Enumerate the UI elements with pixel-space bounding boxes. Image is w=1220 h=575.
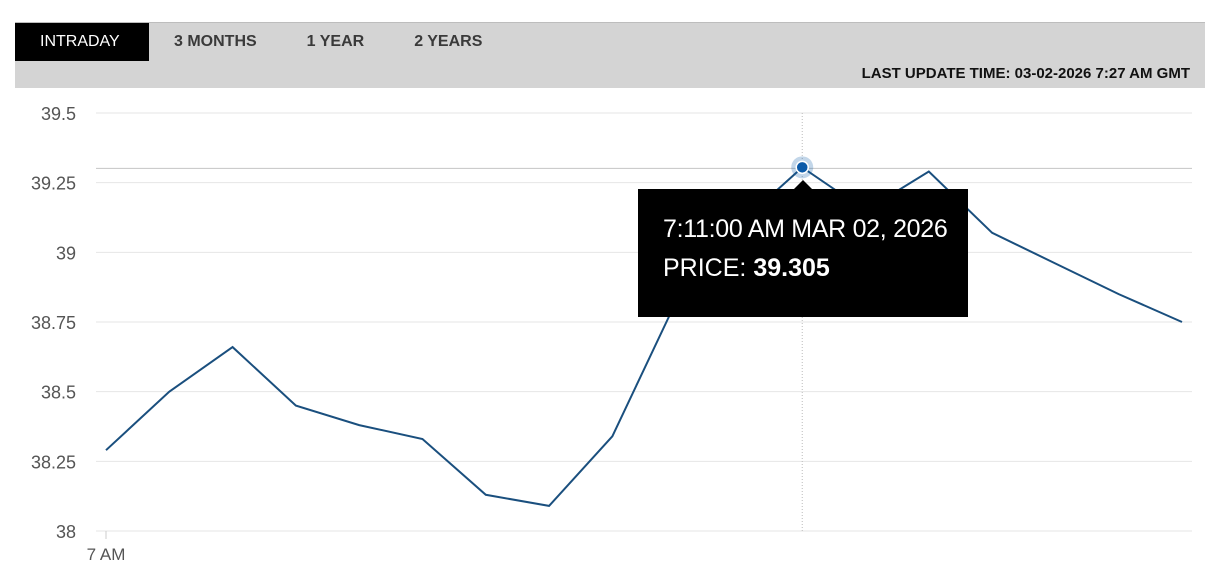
y-tick-label: 39.5 <box>41 104 76 124</box>
y-tick-label: 38 <box>56 522 76 542</box>
chart-tooltip: 7:11:00 AM MAR 02, 2026 PRICE: 39.305 <box>638 180 968 317</box>
last-update-time: LAST UPDATE TIME: 03-02-2026 7:27 AM GMT <box>861 65 1190 82</box>
x-tick-label: 7 AM <box>87 545 126 564</box>
tooltip-time: 7:11:00 AM MAR 02, 2026 <box>663 215 948 243</box>
tooltip-price: PRICE: 39.305 <box>663 254 968 283</box>
y-tick-label: 39 <box>56 243 76 263</box>
range-tabs: INTRADAY 3 MONTHS 1 YEAR 2 YEARS <box>15 23 507 61</box>
y-tick-label: 38.5 <box>41 383 76 403</box>
y-tick-label: 39.25 <box>31 174 76 194</box>
tooltip-price-value: 39.305 <box>753 254 830 282</box>
highlight-marker <box>795 160 809 175</box>
tab-intraday[interactable]: INTRADAY <box>15 23 149 61</box>
tab-1-year[interactable]: 1 YEAR <box>306 33 365 50</box>
price-line <box>105 166 1183 508</box>
y-tick-label: 38.75 <box>31 313 76 333</box>
tooltip-price-label: PRICE: <box>663 254 747 282</box>
y-tick-label: 38.25 <box>31 452 76 472</box>
tab-2-years[interactable]: 2 YEARS <box>414 33 483 50</box>
range-tab-bar: INTRADAY 3 MONTHS 1 YEAR 2 YEARS LAST UPDAT… <box>15 22 1205 88</box>
tab-3-months[interactable]: 3 MONTHS <box>174 33 257 50</box>
